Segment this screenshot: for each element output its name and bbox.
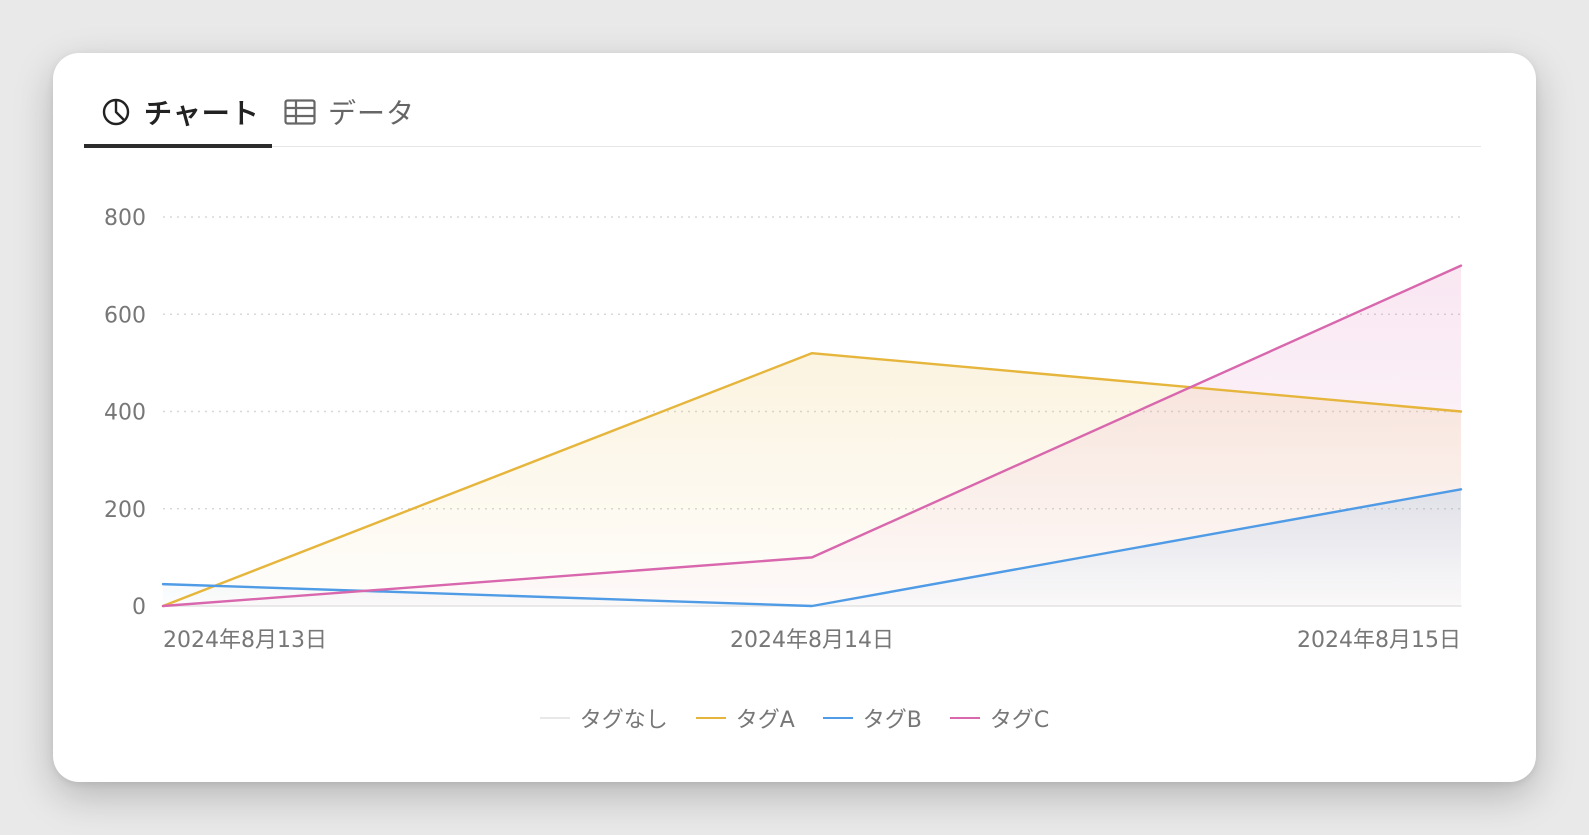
y-tick-label: 600	[104, 303, 146, 328]
x-tick-label: 2024年8月14日	[730, 628, 894, 653]
x-tick-label: 2024年8月15日	[1297, 628, 1461, 653]
chart-card: チャート データ 0 200 400 600 800 2024年8月13日 2024年8月1…	[53, 53, 1536, 782]
series-line	[161, 351, 1463, 608]
y-tick-label: 200	[104, 498, 146, 523]
legend-label: タグA	[735, 708, 795, 733]
legend-item[interactable]: タグC	[949, 702, 1050, 734]
view-tabs: チャート データ	[84, 77, 1481, 148]
chart-legend: タグなし タグA タグB タグC	[53, 701, 1536, 735]
tab-data-label: データ	[328, 96, 416, 130]
tab-chart[interactable]: チャート	[84, 77, 272, 146]
table-icon	[284, 96, 316, 128]
y-tick-label: 0	[132, 595, 146, 620]
legend-item[interactable]: タグA	[695, 702, 795, 734]
series-line	[161, 488, 1463, 608]
tab-chart-label: チャート	[144, 96, 260, 130]
legend-swatch	[539, 717, 570, 719]
legend-item[interactable]: タグB	[822, 702, 922, 734]
legend-label: タグB	[862, 708, 922, 733]
legend-swatch	[695, 717, 726, 719]
legend-swatch	[949, 717, 980, 719]
legend-label: タグC	[989, 708, 1050, 733]
legend-swatch	[822, 717, 853, 719]
active-tab-indicator	[84, 144, 272, 148]
legend-label: タグなし	[579, 708, 668, 733]
pie-chart-icon	[100, 96, 132, 128]
x-tick-label: 2024年8月13日	[163, 628, 327, 653]
tab-data[interactable]: データ	[272, 77, 432, 146]
y-tick-label: 800	[104, 206, 146, 231]
series-area	[163, 265, 1461, 606]
y-tick-label: 400	[104, 401, 146, 426]
line-chart: 0 200 400 600 800 2024年8月13日 2024年8月14日 2024年8月…	[104, 206, 1463, 653]
series-line	[161, 264, 1463, 608]
legend-item[interactable]: タグなし	[539, 702, 668, 734]
